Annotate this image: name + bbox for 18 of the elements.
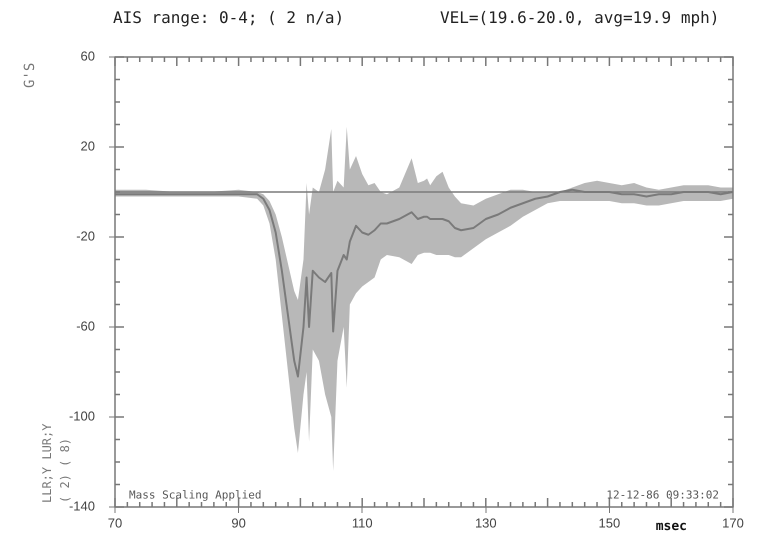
annotation: Mass Scaling Applied [129, 488, 262, 502]
x-tick-label: 130 [474, 515, 497, 530]
text: LLR;Y LUR;Y [40, 424, 54, 503]
x-tick-label: 110 [352, 515, 373, 530]
y-tick-label: -20 [76, 228, 95, 244]
chart-title: AIS range: 0-4; ( 2 n/a) [113, 8, 344, 27]
x-tick-label: 90 [231, 515, 246, 530]
x-tick-label: 170 [722, 515, 744, 530]
y-tick-label: 20 [80, 138, 95, 154]
annotation: 12-12-86 09:33:02 [606, 488, 719, 502]
y-tick-label: -100 [68, 408, 95, 424]
x-axis-title: msec [656, 519, 687, 534]
x-tick-label: 150 [598, 515, 620, 530]
y-tick-label: 60 [80, 48, 95, 64]
y-tick-label: -60 [76, 318, 95, 334]
x-tick-label: 70 [108, 515, 122, 530]
y-axis-title: G'S [22, 62, 38, 88]
chart-subtitle: VEL=(19.6-20.0, avg=19.9 mph) [440, 8, 720, 27]
